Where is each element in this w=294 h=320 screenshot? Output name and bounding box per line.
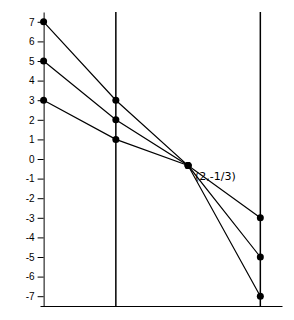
point <box>112 116 119 123</box>
y-tick-mark <box>38 41 44 42</box>
y-tick-label: 2 <box>29 115 35 126</box>
y-tick: 4 <box>29 75 44 86</box>
y-tick-label: 4 <box>29 75 35 86</box>
y-tick-mark <box>38 218 44 219</box>
point <box>40 18 47 25</box>
y-tick: -1 <box>26 173 44 184</box>
series-line <box>44 22 261 296</box>
y-tick: -4 <box>26 232 44 243</box>
y-tick: -3 <box>26 213 44 224</box>
y-tick-label: 7 <box>29 17 35 28</box>
point <box>185 162 192 169</box>
point <box>257 254 264 261</box>
x-axis <box>41 306 283 307</box>
y-tick: 2 <box>29 115 44 126</box>
y-tick: 6 <box>29 36 44 47</box>
y-tick: 5 <box>29 56 44 67</box>
vertical-line <box>260 12 262 306</box>
y-tick-label: -6 <box>26 271 35 282</box>
y-tick-mark <box>38 277 44 278</box>
y-tick-label: -5 <box>26 252 35 263</box>
y-tick-mark <box>38 120 44 121</box>
y-tick-mark <box>38 179 44 180</box>
y-tick-label: -7 <box>26 291 35 302</box>
y-tick: 7 <box>29 17 44 28</box>
y-tick-mark <box>38 257 44 258</box>
y-tick-mark <box>38 61 44 62</box>
point <box>257 214 264 221</box>
y-tick-label: -4 <box>26 232 35 243</box>
y-tick: -7 <box>26 291 44 302</box>
y-tick-label: -2 <box>26 193 35 204</box>
y-tick: -6 <box>26 271 44 282</box>
y-tick: 0 <box>29 154 44 165</box>
y-tick-mark <box>38 81 44 82</box>
y-tick-label: 6 <box>29 36 35 47</box>
series-line <box>44 61 261 257</box>
point <box>112 97 119 104</box>
y-tick: 1 <box>29 134 44 145</box>
y-tick-label: -3 <box>26 213 35 224</box>
y-axis: -7 -6 -5 -4 -3 -2 -1 0 1 2 3 4 5 6 7 <box>26 13 44 307</box>
vertical-line <box>115 12 117 306</box>
chart: -7 -6 -5 -4 -3 -2 -1 0 1 2 3 4 5 6 7 (2,-1/3) <box>0 0 294 320</box>
y-tick-label: 5 <box>29 56 35 67</box>
y-tick-mark <box>38 237 44 238</box>
y-tick-mark <box>38 139 44 140</box>
y-tick-label: 3 <box>29 95 35 106</box>
y-tick-mark <box>38 198 44 199</box>
point <box>257 293 264 300</box>
plot: -7 -6 -5 -4 -3 -2 -1 0 1 2 3 4 5 6 7 (2,-1/3) <box>26 12 283 307</box>
x-axis-line <box>41 306 283 307</box>
y-tick-mark <box>38 296 44 297</box>
y-tick-mark <box>38 100 44 101</box>
y-tick-label: 0 <box>29 154 35 165</box>
point <box>112 136 119 143</box>
y-tick-mark <box>38 22 44 23</box>
point <box>185 162 192 169</box>
y-tick: -2 <box>26 193 44 204</box>
y-axis-line <box>44 13 45 307</box>
y-tick: 3 <box>29 95 44 106</box>
series-line <box>44 100 261 218</box>
y-tick-mark <box>38 159 44 160</box>
y-tick-label: -1 <box>26 173 35 184</box>
marks <box>40 12 264 306</box>
y-tick-label: 1 <box>29 134 35 145</box>
annotation: (2,-1/3) <box>195 170 236 183</box>
point <box>185 162 192 169</box>
y-tick: -5 <box>26 252 44 263</box>
